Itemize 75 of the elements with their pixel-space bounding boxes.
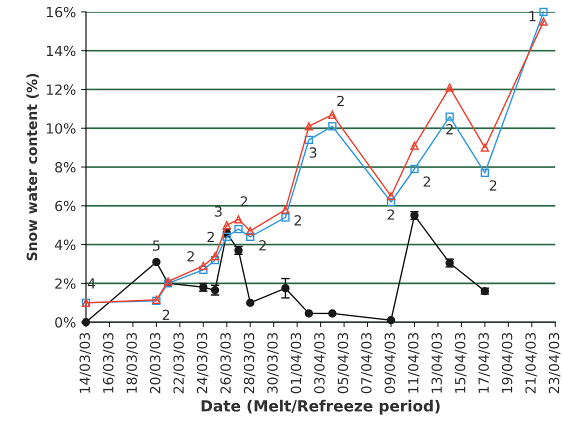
point [328,309,337,318]
point [480,143,490,152]
x-tick-label: 30/03/03 [267,332,279,394]
x-tick-label: 13/04/03 [431,332,444,393]
point [386,198,396,206]
x-tick-label: 09/04/03 [384,332,396,394]
point [446,112,454,121]
x-tick-label: 16/03/03 [102,332,115,393]
point [304,136,314,144]
point [246,232,254,241]
y-tick-label: 6% [55,200,76,212]
point [281,213,290,222]
x-tick-label: 14/03/03 [80,332,92,393]
point [210,256,220,264]
point [281,206,290,214]
annotation: 2 [240,196,248,207]
x-tick-label: 11/04/03 [408,332,420,393]
y-tick-label: 8% [55,162,76,172]
point [234,215,243,224]
point [446,83,454,92]
point [246,226,254,236]
annotation: 2 [424,176,430,187]
y-axis-title: Snow water content (%) [26,74,39,260]
y-tick-label: 4% [54,240,76,250]
x-tick-label: 19/04/03 [502,332,514,393]
annotation: 2 [337,96,344,106]
annotation: 2 [388,209,394,220]
x-axis-title: Date (Melt/Refreeze period) [202,400,440,415]
x-tick-label: 28/03/03 [244,332,256,394]
x-tick-label: 26/03/03 [220,332,232,394]
x-tick-label: 21/04/03 [525,332,537,394]
x-tick-label: 01/04/03 [290,332,302,394]
point [199,262,208,270]
y-tick-label: 14% [46,46,76,56]
y-tick-label: 10% [46,123,76,134]
y-tick-label: 0% [55,317,76,328]
annotation: 2 [294,215,301,226]
point [386,192,396,200]
point [210,252,220,260]
point [246,298,254,307]
y-tick-label: 2% [55,278,76,289]
x-tick-label: 05/04/03 [338,332,350,394]
annotation: 2 [187,251,194,262]
annotation: 2 [162,310,170,320]
annotation: 2 [490,180,496,191]
x-tick-label: 20/03/03 [150,332,162,394]
point [328,122,337,130]
point [234,224,243,234]
point [386,316,396,324]
x-tick-label: 03/04/03 [314,332,326,394]
point [152,258,161,266]
point [539,17,548,26]
annotation: 1 [530,11,536,22]
x-tick-label: 18/03/03 [126,332,138,393]
annotation: 3 [310,147,316,158]
x-tick-label: 22/03/03 [173,332,185,394]
point [304,122,314,130]
x-tick-label: 07/04/03 [361,332,373,394]
annotation: 3 [215,206,222,217]
x-tick-label: 17/04/03 [478,332,490,393]
y-tick-label: 12% [46,84,76,95]
point [410,142,419,150]
point [539,8,548,16]
x-tick-label: 23/04/03 [548,332,560,394]
point [304,309,314,318]
point [410,164,419,174]
point [222,221,231,230]
x-tick-label: 15/04/03 [454,332,467,393]
point [480,168,490,178]
point [222,232,231,241]
point [82,318,90,326]
y-tick-label: 16% [46,6,76,18]
x-tick-label: 24/03/03 [196,332,208,394]
point [328,110,337,119]
annotation: 2 [207,232,214,242]
